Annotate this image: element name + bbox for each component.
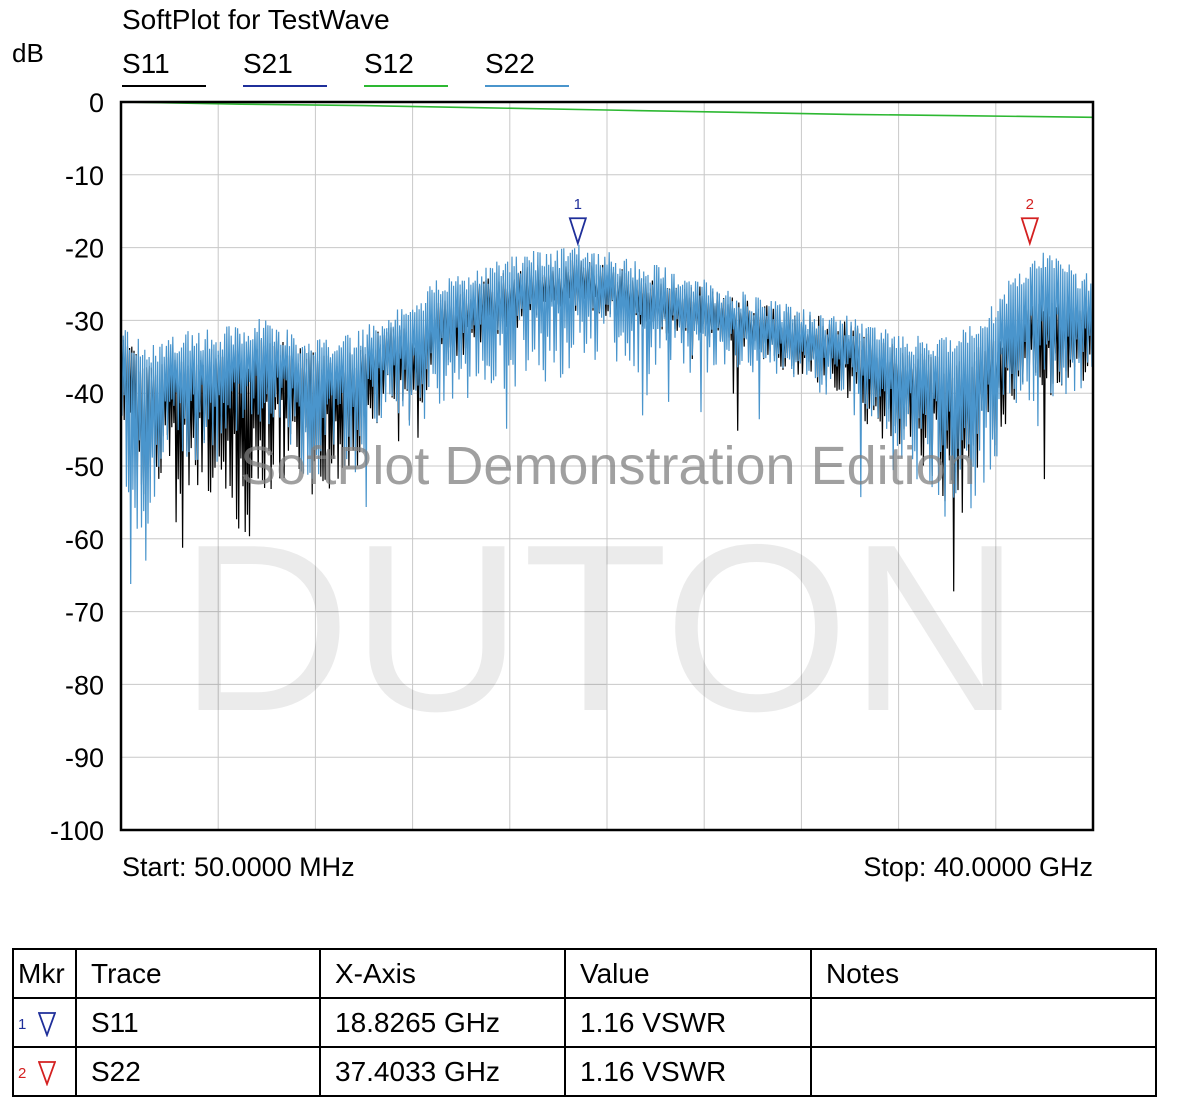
plot-grid xyxy=(121,102,1093,830)
chart-title: SoftPlot for TestWave xyxy=(122,4,390,35)
legend-label-s12: S12 xyxy=(364,48,414,79)
y-tick-label: -70 xyxy=(65,598,104,628)
marker-cell: 2 xyxy=(12,1046,77,1097)
y-axis-unit: dB xyxy=(12,38,44,68)
value-cell: 1.16 VSWR xyxy=(564,997,812,1048)
y-tick-label: -80 xyxy=(65,670,104,700)
trace-cell: S22 xyxy=(75,1046,321,1097)
value-cell: 1.16 VSWR xyxy=(564,1046,812,1097)
triangle-down-icon xyxy=(38,1061,57,1087)
trace-cell: S11 xyxy=(75,997,321,1048)
marker-cell: 1 xyxy=(12,997,77,1048)
y-tick-label: -60 xyxy=(65,525,104,555)
watermark-duton: DUTON xyxy=(179,496,1021,761)
table-row: 2 S22 37.4033 GHz 1.16 VSWR xyxy=(12,1046,1157,1097)
traces xyxy=(120,101,1094,592)
legend: S11 S21 S12 S22 xyxy=(122,48,569,87)
triangle-down-icon xyxy=(38,1012,57,1038)
marker-2-triangle xyxy=(1020,217,1040,247)
trace-s22 xyxy=(120,244,1094,585)
trace-s12 xyxy=(120,101,1094,119)
marker-table: Mkr Trace X-Axis Value Notes 1 S11 18.82… xyxy=(12,948,1157,1097)
legend-label-s21: S21 xyxy=(243,48,293,79)
header-mkr: Mkr xyxy=(12,948,77,999)
legend-label-s22: S22 xyxy=(485,48,535,79)
plot-frame xyxy=(119,100,1095,832)
stop-frequency-label: Stop: 40.0000 GHz xyxy=(863,852,1093,882)
marker-1-triangle xyxy=(568,217,588,247)
table-row: 1 S11 18.8265 GHz 1.16 VSWR xyxy=(12,997,1157,1048)
y-tick-label: 0 xyxy=(89,88,104,118)
legend-label-s11: S11 xyxy=(122,48,170,79)
y-tick-label: -40 xyxy=(65,379,104,409)
header-value: Value xyxy=(564,948,812,999)
watermark: DUTON xyxy=(179,496,1021,761)
y-tick-label: -100 xyxy=(50,816,104,846)
marker-2-label: 2 xyxy=(1026,196,1034,213)
marker-number: 1 xyxy=(18,1015,27,1033)
notes-cell xyxy=(810,997,1157,1048)
y-axis-ticks: 0 -10 -20 -30 -40 -50 -60 -70 -80 -90 -100 xyxy=(50,88,104,846)
y-tick-label: -90 xyxy=(65,743,104,773)
marker-table-header: Mkr Trace X-Axis Value Notes xyxy=(12,948,1157,999)
watermark-demo-edition: SoftPlot Demonstration Edition xyxy=(240,436,975,496)
x-axis-cell: 37.4033 GHz xyxy=(319,1046,566,1097)
start-frequency-label: Start: 50.0000 MHz xyxy=(122,852,355,882)
y-tick-label: -50 xyxy=(65,452,104,482)
marker-1-label: 1 xyxy=(574,196,582,213)
header-notes: Notes xyxy=(810,948,1157,999)
y-tick-label: -20 xyxy=(65,234,104,264)
y-tick-label: -30 xyxy=(65,306,104,336)
header-x-axis: X-Axis xyxy=(319,948,566,999)
notes-cell xyxy=(810,1046,1157,1097)
x-axis-cell: 18.8265 GHz xyxy=(319,997,566,1048)
chart: SoftPlot for TestWave dB S11 S21 S12 S22 DU… xyxy=(12,4,1095,882)
header-trace: Trace xyxy=(75,948,321,999)
marker-number: 2 xyxy=(18,1064,27,1082)
y-tick-label: -10 xyxy=(65,161,104,191)
